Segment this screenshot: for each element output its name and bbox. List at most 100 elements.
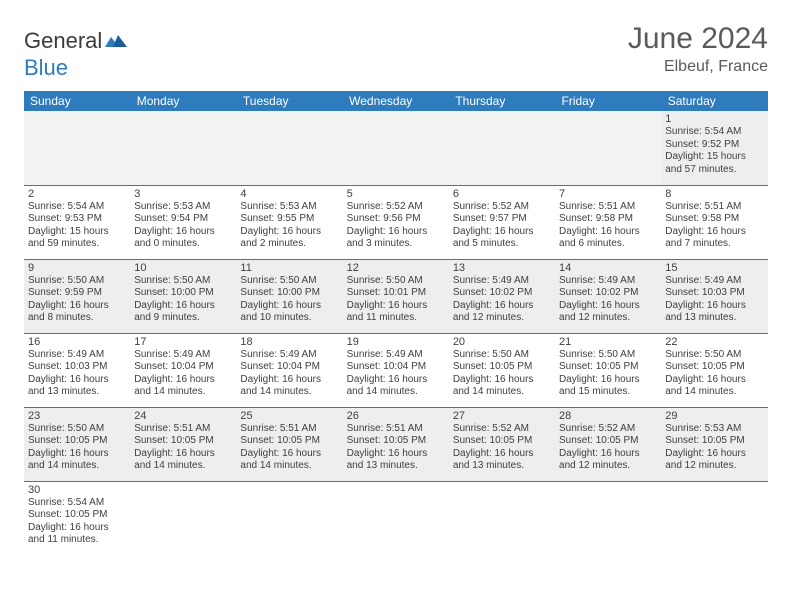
- day-number: 6: [453, 188, 551, 200]
- day-number: 14: [559, 262, 657, 274]
- day-number: 30: [28, 484, 126, 496]
- day-number: 24: [134, 410, 232, 422]
- day-cell: 9Sunrise: 5:50 AMSunset: 9:59 PMDaylight…: [24, 259, 130, 333]
- day-number: 1: [665, 113, 763, 125]
- day-header: Saturday: [661, 91, 767, 111]
- day-info: Sunrise: 5:49 AMSunset: 10:02 PMDaylight…: [453, 275, 551, 325]
- day-cell: 30Sunrise: 5:54 AMSunset: 10:05 PMDaylig…: [24, 481, 130, 555]
- day-info: Sunrise: 5:54 AMSunset: 9:53 PMDaylight:…: [28, 201, 126, 251]
- day-info: Sunrise: 5:49 AMSunset: 10:04 PMDaylight…: [347, 349, 445, 399]
- day-cell: 21Sunrise: 5:50 AMSunset: 10:05 PMDaylig…: [555, 333, 661, 407]
- day-cell: 27Sunrise: 5:52 AMSunset: 10:05 PMDaylig…: [449, 407, 555, 481]
- calendar-row: 9Sunrise: 5:50 AMSunset: 9:59 PMDaylight…: [24, 259, 768, 333]
- day-info: Sunrise: 5:51 AMSunset: 10:05 PMDaylight…: [347, 423, 445, 473]
- day-cell: 10Sunrise: 5:50 AMSunset: 10:00 PMDaylig…: [130, 259, 236, 333]
- empty-cell: [130, 111, 236, 185]
- logo: GeneralBlue: [24, 28, 128, 81]
- day-number: 9: [28, 262, 126, 274]
- empty-cell: [449, 481, 555, 555]
- day-info: Sunrise: 5:53 AMSunset: 9:54 PMDaylight:…: [134, 201, 232, 251]
- day-header: Sunday: [24, 91, 130, 111]
- day-info: Sunrise: 5:50 AMSunset: 10:05 PMDaylight…: [559, 349, 657, 399]
- day-number: 23: [28, 410, 126, 422]
- day-info: Sunrise: 5:50 AMSunset: 9:59 PMDaylight:…: [28, 275, 126, 325]
- day-info: Sunrise: 5:49 AMSunset: 10:04 PMDaylight…: [134, 349, 232, 399]
- header: GeneralBlue June 2024 Elbeuf, France: [24, 22, 768, 81]
- day-info: Sunrise: 5:51 AMSunset: 10:05 PMDaylight…: [240, 423, 338, 473]
- empty-cell: [343, 481, 449, 555]
- empty-cell: [24, 111, 130, 185]
- day-number: 27: [453, 410, 551, 422]
- calendar-row: 30Sunrise: 5:54 AMSunset: 10:05 PMDaylig…: [24, 481, 768, 555]
- day-header-row: Sunday Monday Tuesday Wednesday Thursday…: [24, 91, 768, 111]
- day-number: 11: [240, 262, 338, 274]
- day-number: 10: [134, 262, 232, 274]
- calendar-body: 1Sunrise: 5:54 AMSunset: 9:52 PMDaylight…: [24, 111, 768, 555]
- day-cell: 24Sunrise: 5:51 AMSunset: 10:05 PMDaylig…: [130, 407, 236, 481]
- day-cell: 22Sunrise: 5:50 AMSunset: 10:05 PMDaylig…: [661, 333, 767, 407]
- calendar-row: 2Sunrise: 5:54 AMSunset: 9:53 PMDaylight…: [24, 185, 768, 259]
- day-cell: 14Sunrise: 5:49 AMSunset: 10:02 PMDaylig…: [555, 259, 661, 333]
- day-header: Tuesday: [236, 91, 342, 111]
- day-info: Sunrise: 5:51 AMSunset: 9:58 PMDaylight:…: [665, 201, 763, 251]
- calendar-table: Sunday Monday Tuesday Wednesday Thursday…: [24, 91, 768, 555]
- day-number: 7: [559, 188, 657, 200]
- day-number: 4: [240, 188, 338, 200]
- day-info: Sunrise: 5:54 AMSunset: 9:52 PMDaylight:…: [665, 126, 763, 176]
- day-cell: 19Sunrise: 5:49 AMSunset: 10:04 PMDaylig…: [343, 333, 449, 407]
- logo-l: l: [97, 28, 102, 53]
- day-number: 5: [347, 188, 445, 200]
- day-cell: 20Sunrise: 5:50 AMSunset: 10:05 PMDaylig…: [449, 333, 555, 407]
- day-number: 20: [453, 336, 551, 348]
- day-cell: 5Sunrise: 5:52 AMSunset: 9:56 PMDaylight…: [343, 185, 449, 259]
- logo-arrow-icon: [105, 29, 127, 55]
- day-number: 2: [28, 188, 126, 200]
- day-info: Sunrise: 5:50 AMSunset: 10:05 PMDaylight…: [28, 423, 126, 473]
- day-cell: 29Sunrise: 5:53 AMSunset: 10:05 PMDaylig…: [661, 407, 767, 481]
- day-info: Sunrise: 5:52 AMSunset: 10:05 PMDaylight…: [453, 423, 551, 473]
- location: Elbeuf, France: [628, 58, 768, 76]
- logo-text: GeneralBlue: [24, 28, 128, 81]
- day-cell: 15Sunrise: 5:49 AMSunset: 10:03 PMDaylig…: [661, 259, 767, 333]
- day-number: 19: [347, 336, 445, 348]
- day-header: Monday: [130, 91, 236, 111]
- day-cell: 6Sunrise: 5:52 AMSunset: 9:57 PMDaylight…: [449, 185, 555, 259]
- day-number: 28: [559, 410, 657, 422]
- day-info: Sunrise: 5:49 AMSunset: 10:04 PMDaylight…: [240, 349, 338, 399]
- day-cell: 26Sunrise: 5:51 AMSunset: 10:05 PMDaylig…: [343, 407, 449, 481]
- day-info: Sunrise: 5:50 AMSunset: 10:05 PMDaylight…: [665, 349, 763, 399]
- empty-cell: [449, 111, 555, 185]
- day-number: 16: [28, 336, 126, 348]
- logo-general: Genera: [24, 28, 97, 53]
- day-header: Friday: [555, 91, 661, 111]
- day-header: Thursday: [449, 91, 555, 111]
- day-cell: 4Sunrise: 5:53 AMSunset: 9:55 PMDaylight…: [236, 185, 342, 259]
- day-number: 12: [347, 262, 445, 274]
- empty-cell: [555, 481, 661, 555]
- day-cell: 3Sunrise: 5:53 AMSunset: 9:54 PMDaylight…: [130, 185, 236, 259]
- day-info: Sunrise: 5:50 AMSunset: 10:00 PMDaylight…: [240, 275, 338, 325]
- day-info: Sunrise: 5:49 AMSunset: 10:03 PMDaylight…: [28, 349, 126, 399]
- day-cell: 28Sunrise: 5:52 AMSunset: 10:05 PMDaylig…: [555, 407, 661, 481]
- day-cell: 2Sunrise: 5:54 AMSunset: 9:53 PMDaylight…: [24, 185, 130, 259]
- day-info: Sunrise: 5:50 AMSunset: 10:01 PMDaylight…: [347, 275, 445, 325]
- empty-cell: [236, 481, 342, 555]
- day-number: 17: [134, 336, 232, 348]
- empty-cell: [343, 111, 449, 185]
- day-cell: 18Sunrise: 5:49 AMSunset: 10:04 PMDaylig…: [236, 333, 342, 407]
- day-cell: 17Sunrise: 5:49 AMSunset: 10:04 PMDaylig…: [130, 333, 236, 407]
- day-number: 26: [347, 410, 445, 422]
- day-header: Wednesday: [343, 91, 449, 111]
- day-info: Sunrise: 5:53 AMSunset: 9:55 PMDaylight:…: [240, 201, 338, 251]
- day-info: Sunrise: 5:50 AMSunset: 10:05 PMDaylight…: [453, 349, 551, 399]
- day-number: 8: [665, 188, 763, 200]
- calendar-row: 23Sunrise: 5:50 AMSunset: 10:05 PMDaylig…: [24, 407, 768, 481]
- empty-cell: [236, 111, 342, 185]
- day-cell: 1Sunrise: 5:54 AMSunset: 9:52 PMDaylight…: [661, 111, 767, 185]
- day-number: 3: [134, 188, 232, 200]
- day-cell: 7Sunrise: 5:51 AMSunset: 9:58 PMDaylight…: [555, 185, 661, 259]
- day-info: Sunrise: 5:53 AMSunset: 10:05 PMDaylight…: [665, 423, 763, 473]
- empty-cell: [130, 481, 236, 555]
- page-title: June 2024: [628, 22, 768, 56]
- day-info: Sunrise: 5:52 AMSunset: 10:05 PMDaylight…: [559, 423, 657, 473]
